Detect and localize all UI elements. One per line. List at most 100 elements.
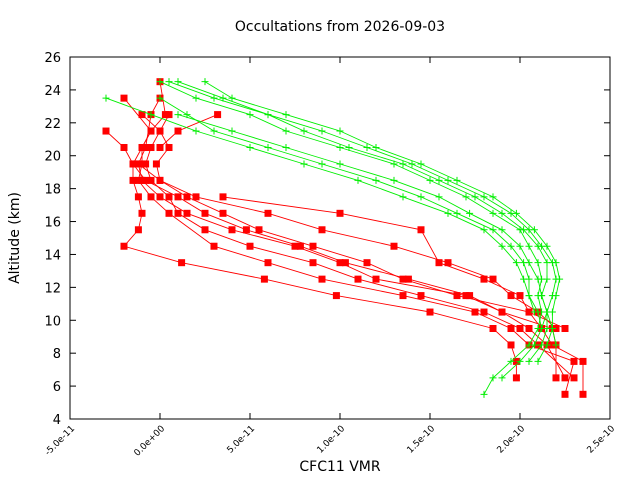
data-point (156, 144, 164, 151)
y-tick-label: 14 (44, 248, 61, 263)
data-point (336, 259, 344, 267)
data-point (534, 341, 542, 349)
data-point (201, 226, 209, 234)
data-point (192, 127, 200, 135)
data-point (228, 226, 236, 234)
data-point (345, 144, 353, 151)
data-point (372, 275, 380, 283)
data-point (570, 357, 578, 365)
data-point (156, 176, 164, 184)
data-point (210, 127, 218, 135)
data-point (552, 374, 560, 382)
data-point (372, 144, 380, 151)
series-10 (156, 78, 546, 398)
data-point (178, 259, 186, 267)
data-point (516, 242, 524, 250)
data-point (453, 176, 461, 184)
data-point (210, 242, 218, 250)
data-point (147, 111, 155, 119)
data-point (142, 144, 150, 151)
data-point (516, 357, 524, 365)
data-point (579, 390, 587, 398)
x-tick-label: 0.0e+00 (133, 424, 168, 459)
data-point (530, 308, 538, 316)
series-15 (102, 94, 538, 316)
series-14 (156, 94, 546, 332)
data-point (512, 374, 520, 382)
data-point (525, 292, 533, 300)
data-point (246, 144, 254, 151)
data-point (341, 259, 349, 267)
data-point (552, 325, 560, 332)
series-line (159, 81, 543, 395)
data-point (525, 357, 533, 365)
data-point (390, 176, 398, 184)
data-point (372, 176, 380, 184)
data-point (480, 308, 488, 316)
data-point (417, 193, 425, 201)
data-point (147, 193, 155, 201)
y-tick-label: 12 (44, 281, 61, 296)
data-point (192, 193, 200, 201)
series-line (105, 97, 535, 313)
data-point (516, 292, 524, 300)
data-point (530, 341, 538, 349)
data-point (336, 160, 344, 168)
tick-marks (69, 56, 611, 420)
data-point (399, 275, 407, 283)
data-point (174, 78, 182, 86)
data-point (417, 226, 425, 234)
data-point (512, 209, 520, 217)
data-point (102, 127, 110, 135)
data-point (489, 209, 497, 217)
data-point (426, 308, 434, 316)
data-point (561, 390, 569, 398)
data-point (246, 111, 254, 119)
data-point (444, 209, 452, 217)
data-point (120, 94, 128, 102)
data-point (354, 176, 362, 184)
y-tick-label: 24 (44, 84, 61, 99)
data-point (264, 144, 272, 151)
data-point (210, 94, 218, 102)
data-point (471, 308, 479, 316)
y-tick-label: 4 (53, 413, 61, 428)
y-tick-label: 26 (44, 51, 61, 66)
data-point (156, 94, 164, 102)
data-point (318, 226, 326, 234)
data-point (453, 292, 461, 300)
series-8 (134, 160, 560, 332)
data-point (242, 226, 250, 234)
series-7 (219, 193, 569, 332)
data-point (543, 275, 551, 283)
data-point (142, 176, 150, 184)
data-point (165, 209, 173, 217)
data-point (543, 242, 551, 250)
data-point (525, 325, 533, 332)
data-point (552, 292, 560, 300)
data-point (219, 94, 227, 102)
data-point (152, 160, 160, 168)
data-point (435, 193, 443, 201)
data-point (282, 111, 290, 119)
series-line (145, 114, 575, 379)
y-tick-label: 16 (44, 216, 61, 231)
data-point (147, 176, 155, 184)
x-tick-label: 1.0e-10 (316, 424, 348, 456)
data-point (332, 292, 340, 300)
data-point (552, 341, 560, 349)
data-point (147, 127, 155, 135)
data-point (165, 193, 173, 201)
data-point (556, 275, 564, 283)
series-line (159, 97, 543, 329)
data-point (399, 292, 407, 300)
data-point (507, 325, 515, 332)
data-point (246, 242, 254, 250)
data-point (579, 357, 587, 365)
data-point (156, 78, 164, 86)
data-point (480, 275, 488, 283)
data-point (142, 160, 150, 168)
data-point (192, 94, 200, 102)
data-point (260, 275, 268, 283)
